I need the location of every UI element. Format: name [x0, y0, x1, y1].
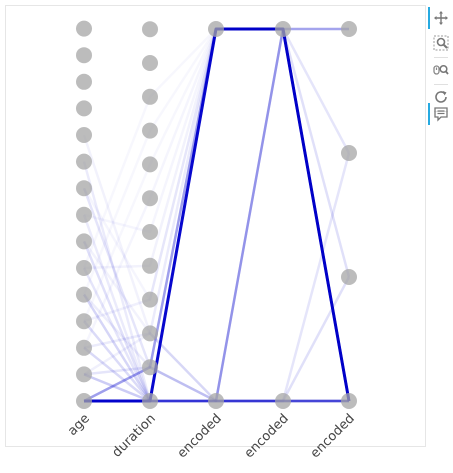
data-line-0	[84, 27, 351, 403]
hover-tool-button[interactable]	[428, 103, 452, 125]
plot-area[interactable]	[5, 5, 426, 447]
axis-1-node-1	[142, 359, 158, 376]
axis-1-node-11	[142, 21, 158, 38]
data-line-5	[84, 152, 351, 403]
axis-0-node-11	[76, 100, 92, 117]
axis-0-node-3	[76, 313, 92, 330]
axis-1-node-7	[142, 156, 158, 173]
axis-label-3: encoded	[242, 411, 292, 461]
axis-0-node-13	[76, 47, 92, 64]
axis-2-node-1	[208, 21, 224, 37]
axis-label-2: encoded	[175, 411, 225, 461]
box-zoom-tool-button[interactable]	[430, 32, 452, 54]
axis-label-1: duration	[110, 411, 159, 460]
axis-0-node-4	[76, 286, 92, 303]
axis-3-node-0	[275, 393, 291, 409]
axis-0-node-0	[76, 393, 92, 409]
axis-0-node-1	[76, 366, 92, 383]
data-line-10	[83, 27, 351, 403]
data-line-8	[84, 27, 351, 403]
data-line-28	[84, 29, 349, 401]
axis-0-node-7	[76, 206, 92, 223]
axis-0-node-6	[76, 233, 92, 250]
axis-0-node-9	[76, 153, 92, 170]
box-zoom-icon	[433, 35, 449, 51]
axis-0-node-5	[76, 260, 92, 276]
data-line-20	[83, 27, 351, 402]
axis-2-node-0	[208, 393, 224, 409]
axis-4-node-2	[341, 145, 357, 161]
axis-1-node-9	[142, 88, 158, 105]
axis-3-node-1	[275, 21, 291, 37]
axis-1-node-10	[142, 55, 158, 71]
reset-tool-button[interactable]	[430, 86, 452, 108]
axis-1-node-5	[142, 224, 158, 240]
axis-0-node-12	[76, 73, 92, 90]
axis-1-node-0	[142, 393, 158, 409]
axis-0-node-14	[76, 20, 92, 37]
wheel-zoom-tool-button[interactable]	[430, 59, 452, 81]
data-line-25	[83, 27, 351, 402]
axis-1-node-4	[142, 257, 158, 274]
pan-icon	[434, 11, 448, 25]
data-line-11	[83, 320, 349, 403]
axis-1-node-6	[142, 190, 158, 207]
axis-label-0: age	[65, 411, 93, 439]
data-line-24	[82, 240, 349, 403]
data-line-6	[84, 27, 349, 403]
plot-toolbar	[427, 5, 453, 125]
pan-tool-button[interactable]	[428, 7, 452, 29]
data-line-2	[84, 27, 351, 403]
axis-4-node-1	[341, 269, 357, 285]
axis-1-node-8	[142, 122, 158, 139]
axis-4-node-3	[341, 21, 357, 37]
data-line-12	[82, 27, 351, 403]
data-line-16	[82, 27, 351, 402]
reset-icon	[435, 91, 447, 103]
axis-0-node-8	[76, 180, 92, 197]
axis-0-node-10	[76, 127, 92, 143]
hover-icon	[434, 107, 448, 122]
axis-1-node-3	[142, 291, 158, 308]
data-line-7	[83, 27, 351, 403]
axis-0-node-2	[76, 339, 92, 356]
data-line-21	[83, 27, 351, 402]
axis-label-4: encoded	[308, 411, 358, 461]
data-line-1	[83, 27, 349, 403]
data-line-26	[82, 27, 351, 402]
wheel-zoom-icon	[433, 64, 449, 75]
data-line-30	[84, 29, 349, 401]
data-line-27	[82, 27, 351, 402]
data-line-14	[82, 27, 351, 403]
data-line-29	[84, 29, 349, 401]
data-line-23	[83, 27, 351, 402]
axis-1-node-2	[142, 325, 158, 342]
axis-4-node-0	[341, 393, 357, 409]
